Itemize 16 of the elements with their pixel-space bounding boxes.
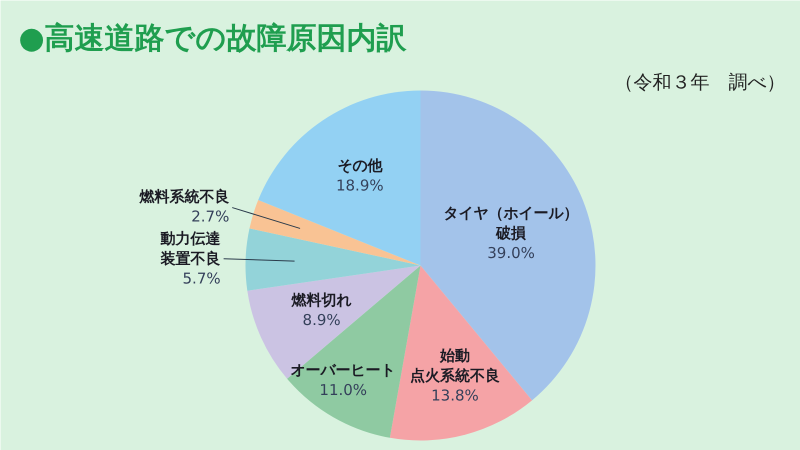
slice-label: 燃料切れ [290,291,352,310]
slice-label: 動力伝達装置不良 [160,230,222,268]
data-label: 13.8% [431,386,479,405]
data-label: 2.7% [191,208,230,226]
slice-label: その他 [337,156,384,175]
slice-label: 燃料系統不良 [138,188,230,206]
data-label: 18.9% [336,176,384,195]
data-label: 5.7% [182,270,221,288]
chart-title: ●高速道路での故障原因内訳 [18,21,408,56]
slice-label: 始動点火系統不良 [410,346,500,385]
text: （令和３年 調べ） [614,72,786,94]
data-label: 39.0% [487,244,535,262]
data-label: 8.9% [302,311,341,330]
slice-label: オーバーヒート [290,361,396,380]
slice-label: タイヤ（ホイール）破損 [444,204,579,242]
data-label: 11.0% [319,381,368,400]
